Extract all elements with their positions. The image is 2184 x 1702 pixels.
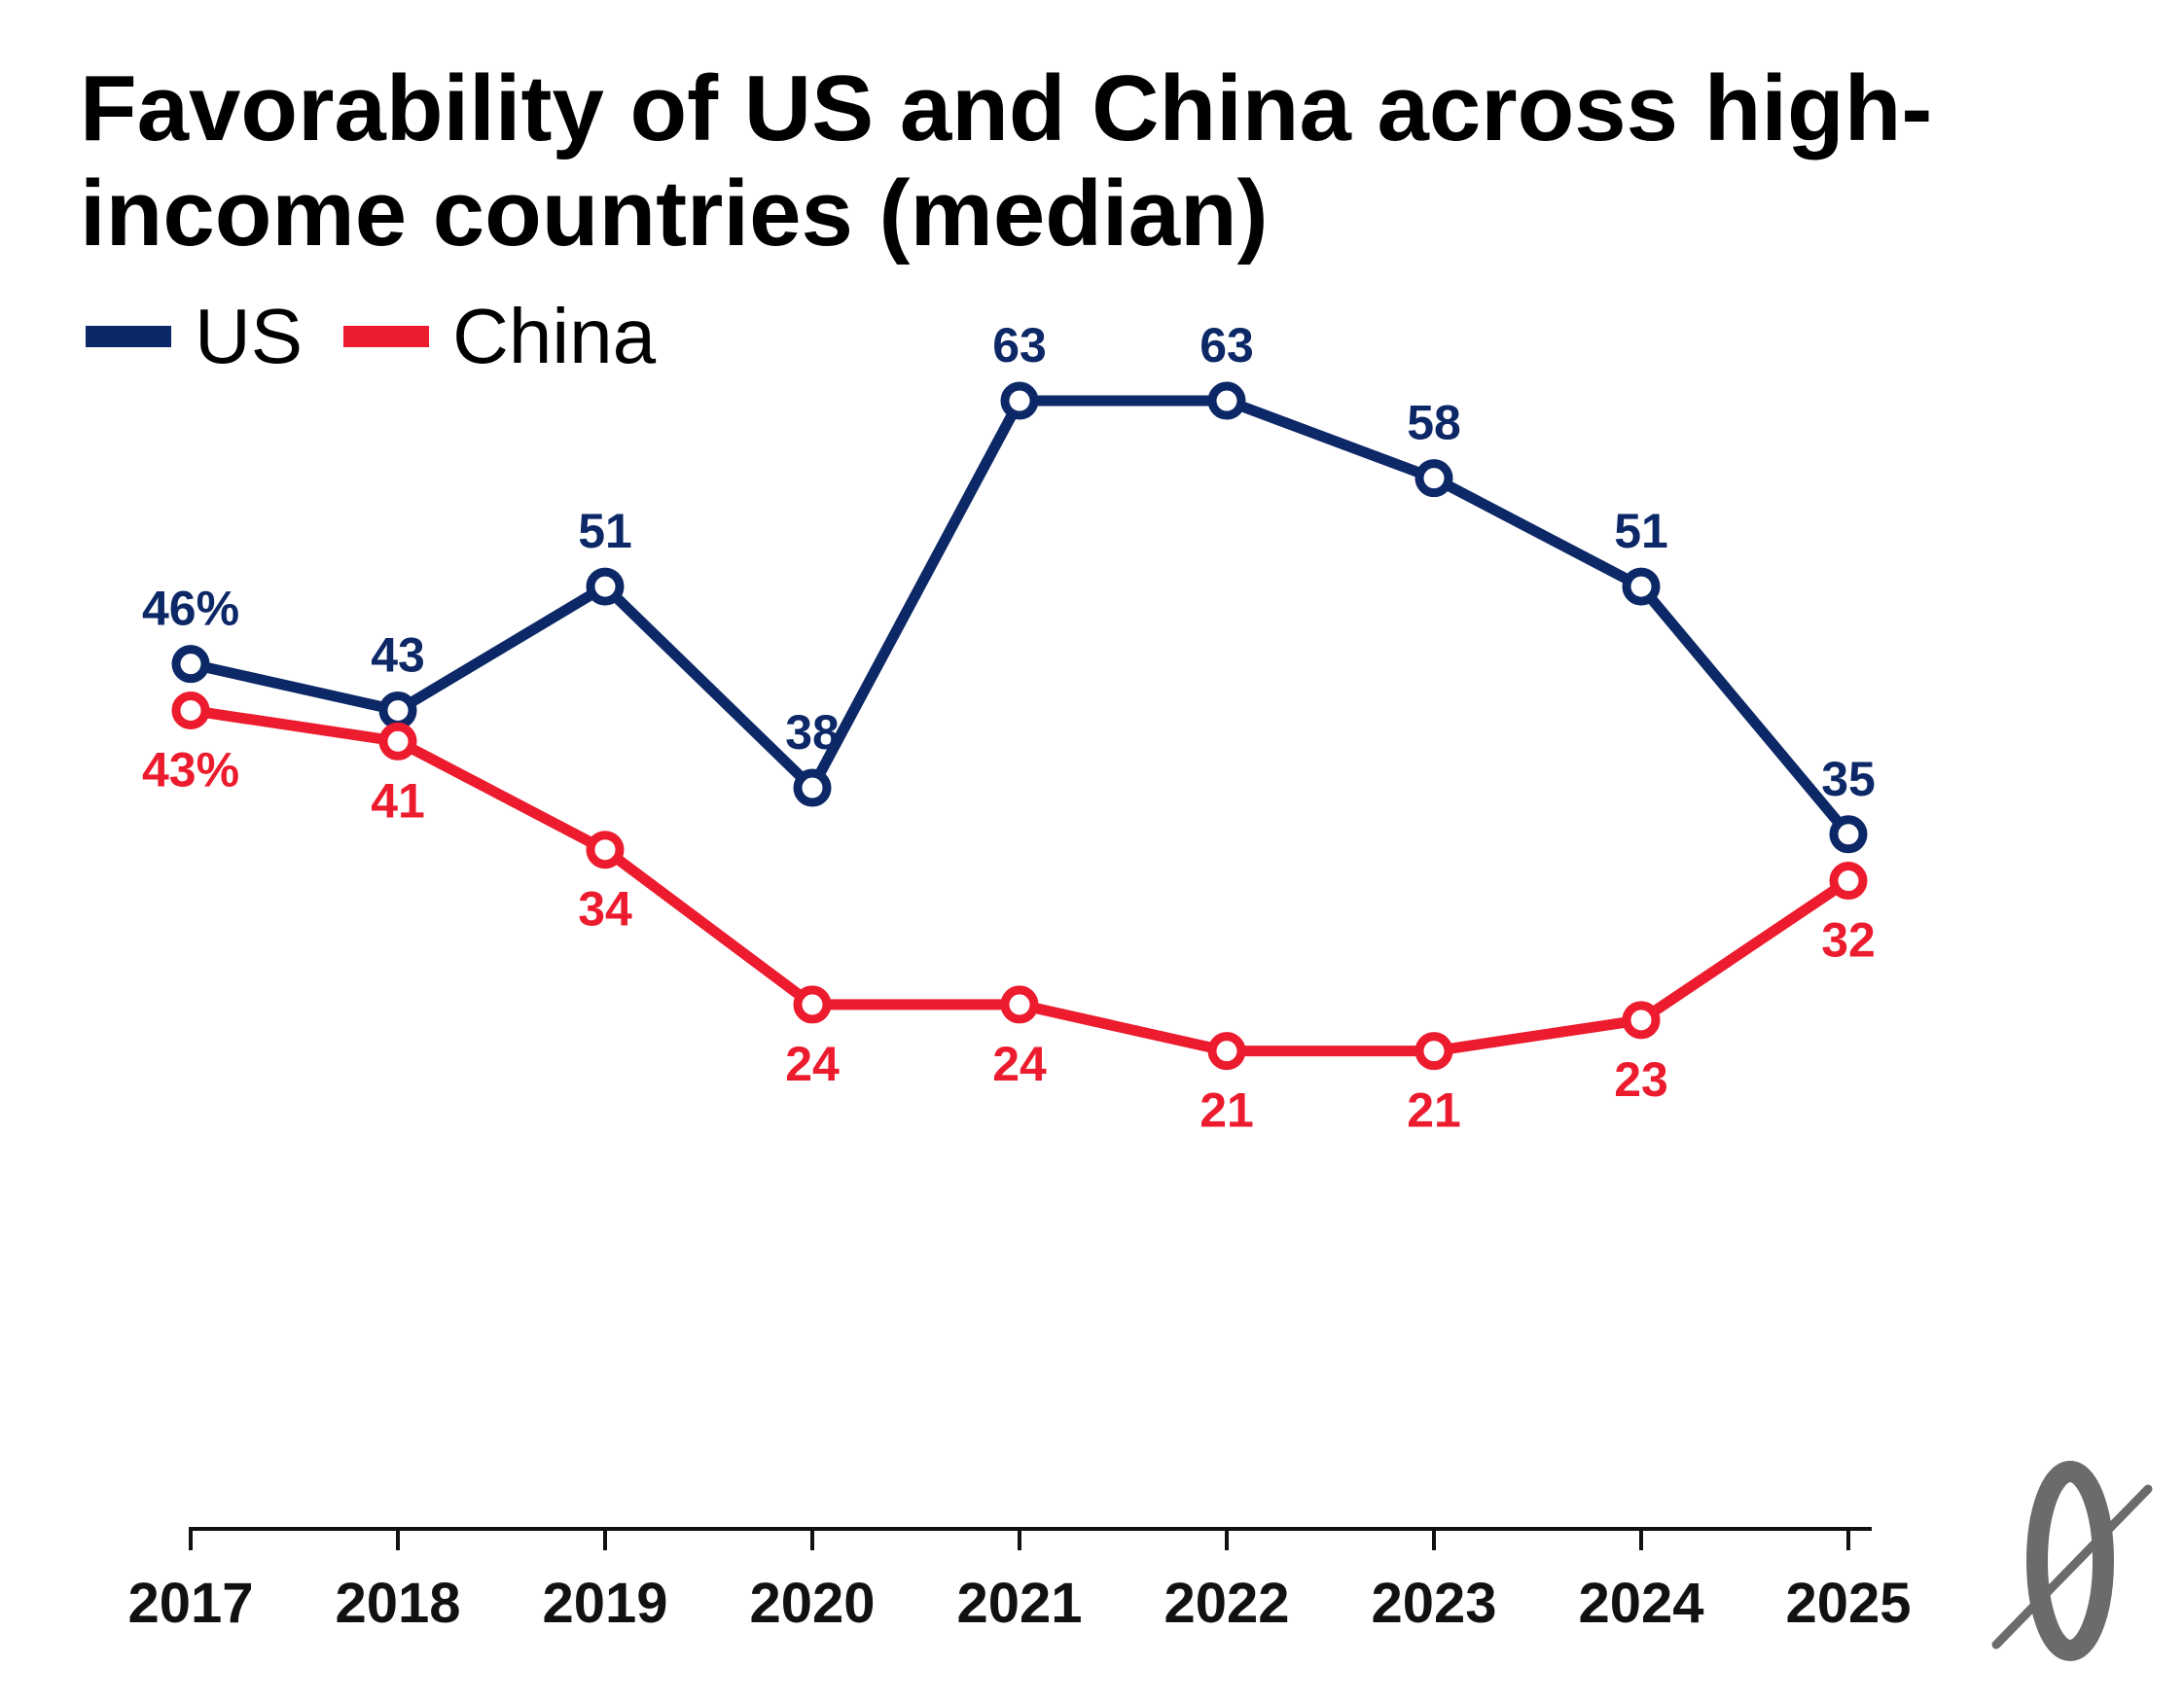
legend-item-china: China [343,288,656,385]
x-tick-label-2020: 2020 [749,1572,875,1635]
data-label-us-2024: 51 [1614,504,1668,558]
data-point-us-2019 [586,567,625,606]
data-label-us-2020: 38 [785,705,840,760]
data-label-china-2025: 32 [1821,913,1876,968]
x-tick-label-2018: 2018 [335,1572,460,1635]
data-point-china-2022 [1207,1032,1246,1071]
data-label-china-2022: 21 [1199,1083,1254,1138]
data-label-us-2018: 43 [371,627,425,682]
series-line-us [185,395,1854,840]
strikethrough-zero-logo-icon [1991,1461,2153,1661]
x-tick-label-2021: 2021 [956,1572,1082,1635]
data-point-us-2020 [793,768,832,807]
data-point-us-2021 [1000,381,1039,420]
data-label-china-2019: 34 [578,882,632,937]
data-point-china-2019 [586,831,625,869]
data-label-us-2025: 35 [1821,752,1876,806]
data-point-china-2025 [1829,862,1868,901]
data-point-china-2017 [171,691,210,729]
data-label-china-2021: 24 [992,1037,1047,1091]
x-tick-label-2024: 2024 [1578,1572,1703,1635]
data-point-china-2023 [1414,1032,1453,1071]
data-point-us-2023 [1414,459,1453,498]
data-point-china-2018 [378,722,417,761]
data-point-us-2017 [171,645,210,684]
data-label-us-2023: 58 [1407,396,1461,450]
legend-item-us: US [86,288,303,385]
x-tick-label-2023: 2023 [1371,1572,1496,1635]
data-label-china-2018: 41 [371,773,425,828]
x-tick-label-2019: 2019 [542,1572,667,1635]
data-point-us-2025 [1829,815,1868,854]
chart-title: Favorability of US and China across high… [80,56,1933,266]
data-point-us-2022 [1207,381,1246,420]
data-label-china-2020: 24 [785,1037,840,1091]
legend-label-china: China [452,293,657,379]
x-tick-label-2022: 2022 [1164,1572,1289,1635]
data-label-china-2024: 23 [1614,1052,1668,1107]
legend: US China [86,288,697,385]
legend-swatch-china [343,326,430,347]
data-label-china-2017: 43% [142,742,239,797]
legend-swatch-us [86,326,171,347]
data-point-china-2021 [1000,985,1039,1024]
data-label-us-2021: 63 [992,318,1047,372]
data-label-us-2022: 63 [1199,318,1254,372]
data-point-china-2024 [1622,1001,1661,1040]
data-label-us-2017: 46% [142,582,239,636]
data-label-china-2023: 21 [1407,1083,1461,1138]
x-tick-label-2025: 2025 [1785,1572,1911,1635]
data-point-us-2018 [378,691,417,729]
data-point-us-2024 [1622,567,1661,606]
legend-label-us: US [195,293,304,379]
data-point-china-2020 [793,985,832,1024]
data-label-us-2019: 51 [578,504,632,558]
x-tick-label-2017: 2017 [127,1572,253,1635]
